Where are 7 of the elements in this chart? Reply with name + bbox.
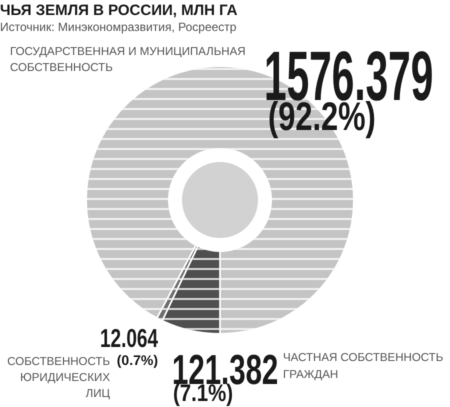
data-label: 121.382 (7.1%) <box>172 346 278 406</box>
slice-label: СОБСТВЕННОСТЬ ЮРИДИЧЕСКИХ ЛИЦ <box>7 356 110 400</box>
slice-label: ЧАСТНАЯ СОБСТВЕННОСТЬ ГРАЖДАН <box>283 352 444 381</box>
data-label: 1576.379 (92.2%) <box>264 38 434 139</box>
chart-title: ЧЬЯ ЗЕМЛЯ В РОССИИ, МЛН ГА <box>0 2 238 19</box>
chart-subtitle: Источник: Минэкономразвития, Росреестр <box>0 20 237 34</box>
slice-label: ГОСУДАРСТВЕННАЯ И МУНИЦИПАЛЬНАЯ СОБСТВЕННОСТЬ <box>10 46 246 74</box>
